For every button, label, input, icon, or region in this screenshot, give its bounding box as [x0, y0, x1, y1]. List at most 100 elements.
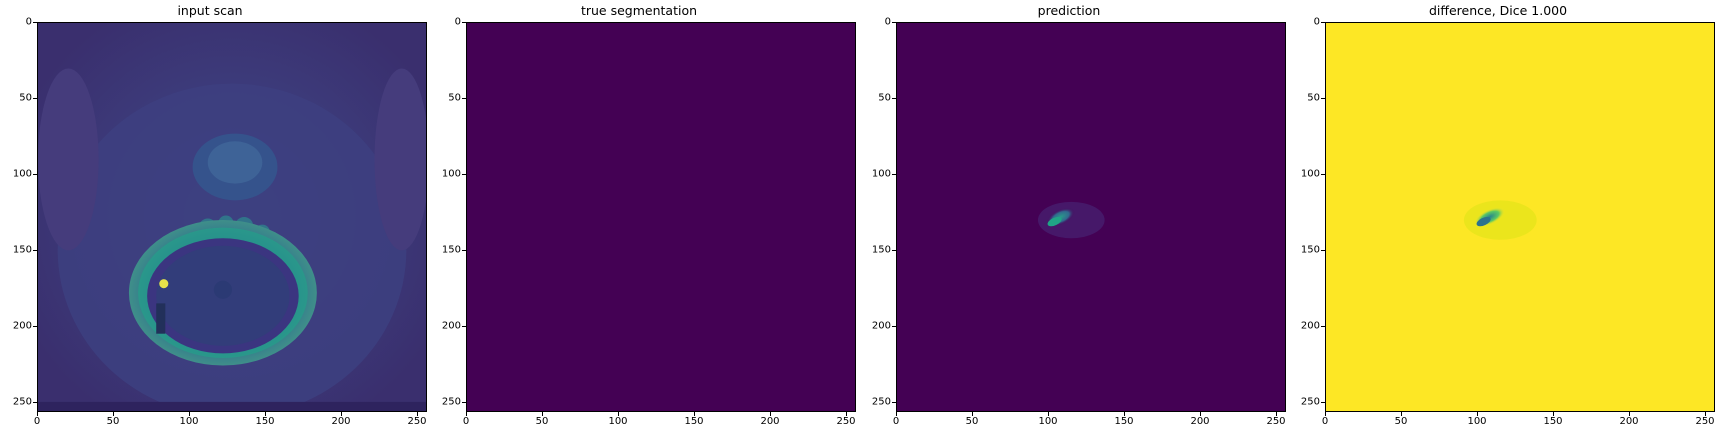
y-tick-label: 0 [1313, 16, 1320, 28]
y-tick-label: 0 [884, 16, 891, 28]
x-tick-mark [1629, 412, 1630, 416]
x-tick-label: 0 [462, 416, 470, 427]
x-tick-label: 200 [1619, 416, 1639, 427]
panel-title: true segmentation [580, 3, 698, 18]
y-tick-mark [892, 250, 896, 251]
y-tick-label: 100 [1300, 168, 1320, 180]
x-tick-mark [341, 412, 342, 416]
y-tick-mark [33, 22, 37, 23]
y-tick-label: 100 [871, 168, 891, 180]
x-tick-mark [1553, 412, 1554, 416]
y-tick-mark [33, 98, 37, 99]
x-tick-mark [1048, 412, 1049, 416]
y-tick-mark [892, 174, 896, 175]
x-tick-label: 150 [1543, 416, 1563, 427]
y-tick-label: 250 [441, 396, 461, 408]
x-tick-label: 50 [535, 416, 549, 427]
x-tick-label: 200 [760, 416, 780, 427]
y-tick-mark [1321, 22, 1325, 23]
y-tick-mark [892, 98, 896, 99]
x-tick-label: 250 [1266, 416, 1286, 427]
x-tick-mark [618, 412, 619, 416]
true-segmentation-image [466, 22, 856, 412]
y-tick-label: 50 [19, 92, 32, 104]
x-tick-mark [770, 412, 771, 416]
y-tick-mark [892, 326, 896, 327]
x-tick-mark [265, 412, 266, 416]
x-tick-mark [1477, 412, 1478, 416]
y-tick-mark [462, 22, 466, 23]
y-tick-label: 50 [878, 92, 891, 104]
y-tick-label: 250 [1300, 396, 1320, 408]
y-tick-label: 200 [441, 320, 461, 332]
y-tick-label: 200 [871, 320, 891, 332]
x-tick-label: 50 [1394, 416, 1408, 427]
panel-title: prediction [1037, 3, 1101, 18]
x-tick-label: 250 [836, 416, 856, 427]
panel-title: difference, Dice 1.000 [1428, 3, 1568, 18]
x-tick-mark [972, 412, 973, 416]
y-tick-mark [1321, 174, 1325, 175]
x-tick-mark [1276, 412, 1277, 416]
x-tick-label: 0 [1321, 416, 1329, 427]
x-tick-label: 250 [407, 416, 427, 427]
y-tick-label: 0 [454, 16, 461, 28]
y-tick-label: 250 [871, 396, 891, 408]
y-tick-label: 150 [1300, 244, 1320, 256]
x-tick-label: 150 [1114, 416, 1134, 427]
x-tick-mark [1325, 412, 1326, 416]
y-tick-mark [892, 402, 896, 403]
x-tick-mark [1200, 412, 1201, 416]
x-tick-mark [694, 412, 695, 416]
x-tick-label: 0 [892, 416, 900, 427]
x-tick-mark [189, 412, 190, 416]
y-tick-mark [33, 250, 37, 251]
y-tick-label: 50 [1307, 92, 1320, 104]
x-tick-mark [1705, 412, 1706, 416]
x-tick-label: 100 [608, 416, 628, 427]
x-tick-label: 100 [1467, 416, 1487, 427]
y-tick-mark [462, 402, 466, 403]
panel-true-segmentation: true segmentation 0 50 100 150 200 250 0… [429, 0, 856, 432]
x-tick-mark [1401, 412, 1402, 416]
panel-input-scan: input scan [0, 0, 427, 432]
y-tick-label: 100 [12, 168, 32, 180]
prediction-graphic [897, 23, 1285, 411]
x-tick-mark [1124, 412, 1125, 416]
y-tick-label: 0 [25, 16, 32, 28]
y-tick-mark [462, 326, 466, 327]
x-tick-label: 100 [1038, 416, 1058, 427]
y-tick-mark [462, 174, 466, 175]
input-scan-image [37, 22, 427, 412]
panel-prediction: prediction 0 50 100 150 200 250 0 50 [859, 0, 1286, 432]
x-tick-label: 150 [255, 416, 275, 427]
y-tick-mark [33, 402, 37, 403]
y-tick-label: 250 [12, 396, 32, 408]
y-tick-label: 150 [12, 244, 32, 256]
y-tick-mark [33, 174, 37, 175]
y-tick-mark [462, 98, 466, 99]
y-tick-mark [892, 22, 896, 23]
y-tick-label: 200 [1300, 320, 1320, 332]
mri-scan-graphic [38, 23, 426, 411]
x-tick-mark [37, 412, 38, 416]
x-tick-label: 150 [684, 416, 704, 427]
prediction-image [896, 22, 1286, 412]
y-tick-mark [33, 326, 37, 327]
panel-title: input scan [177, 3, 243, 18]
x-tick-label: 200 [1190, 416, 1210, 427]
y-tick-mark [1321, 250, 1325, 251]
difference-image [1325, 22, 1715, 412]
panel-difference: difference, Dice 1.000 0 50 100 150 200 … [1288, 0, 1715, 432]
x-tick-mark [113, 412, 114, 416]
x-tick-mark [466, 412, 467, 416]
x-tick-label: 200 [331, 416, 351, 427]
x-tick-label: 0 [33, 416, 41, 427]
x-tick-label: 50 [965, 416, 979, 427]
x-tick-mark [417, 412, 418, 416]
x-tick-mark [846, 412, 847, 416]
y-tick-mark [1321, 98, 1325, 99]
y-tick-label: 150 [441, 244, 461, 256]
y-tick-mark [462, 250, 466, 251]
x-tick-label: 100 [179, 416, 199, 427]
